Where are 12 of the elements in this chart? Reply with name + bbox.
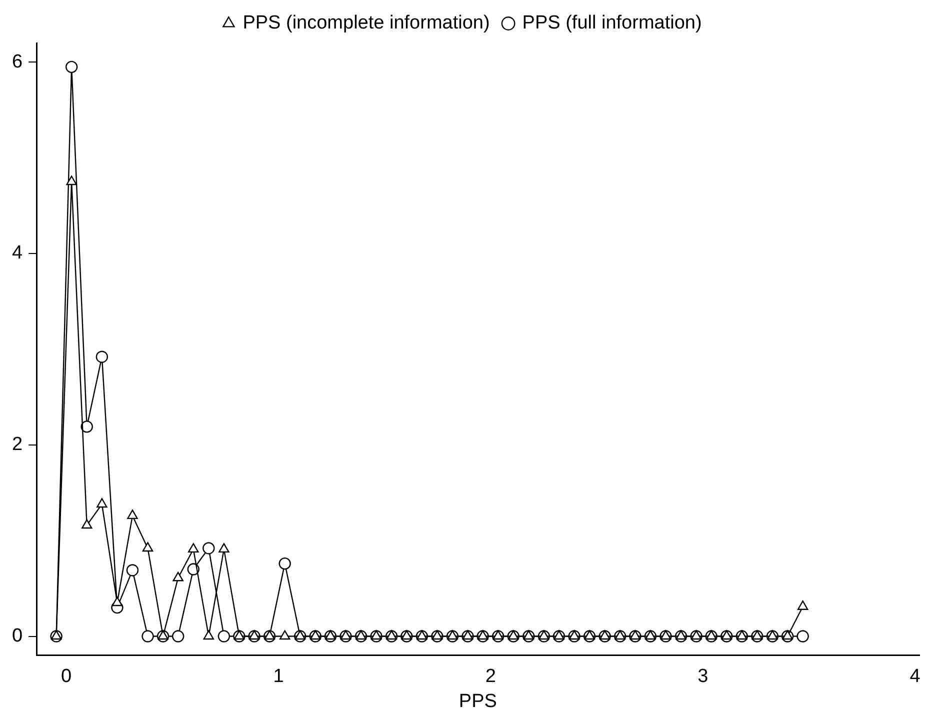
x-tick-label: 1 [273,666,284,688]
x-tick-label: 4 [910,666,921,688]
y-tick-label: 2 [12,434,23,456]
legend-label: PPS (incomplete information) [242,12,490,34]
y-tick-label: 6 [12,51,23,72]
x-axis-title: PPS [458,690,497,712]
legend-label: PPS (full information) [522,12,702,34]
x-tick-label: 0 [60,666,72,688]
x-tick-label: 3 [698,666,708,688]
x-tick-label: 2 [485,666,496,688]
y-tick-label: 4 [12,242,23,264]
y-tick-label: 0 [12,625,23,646]
